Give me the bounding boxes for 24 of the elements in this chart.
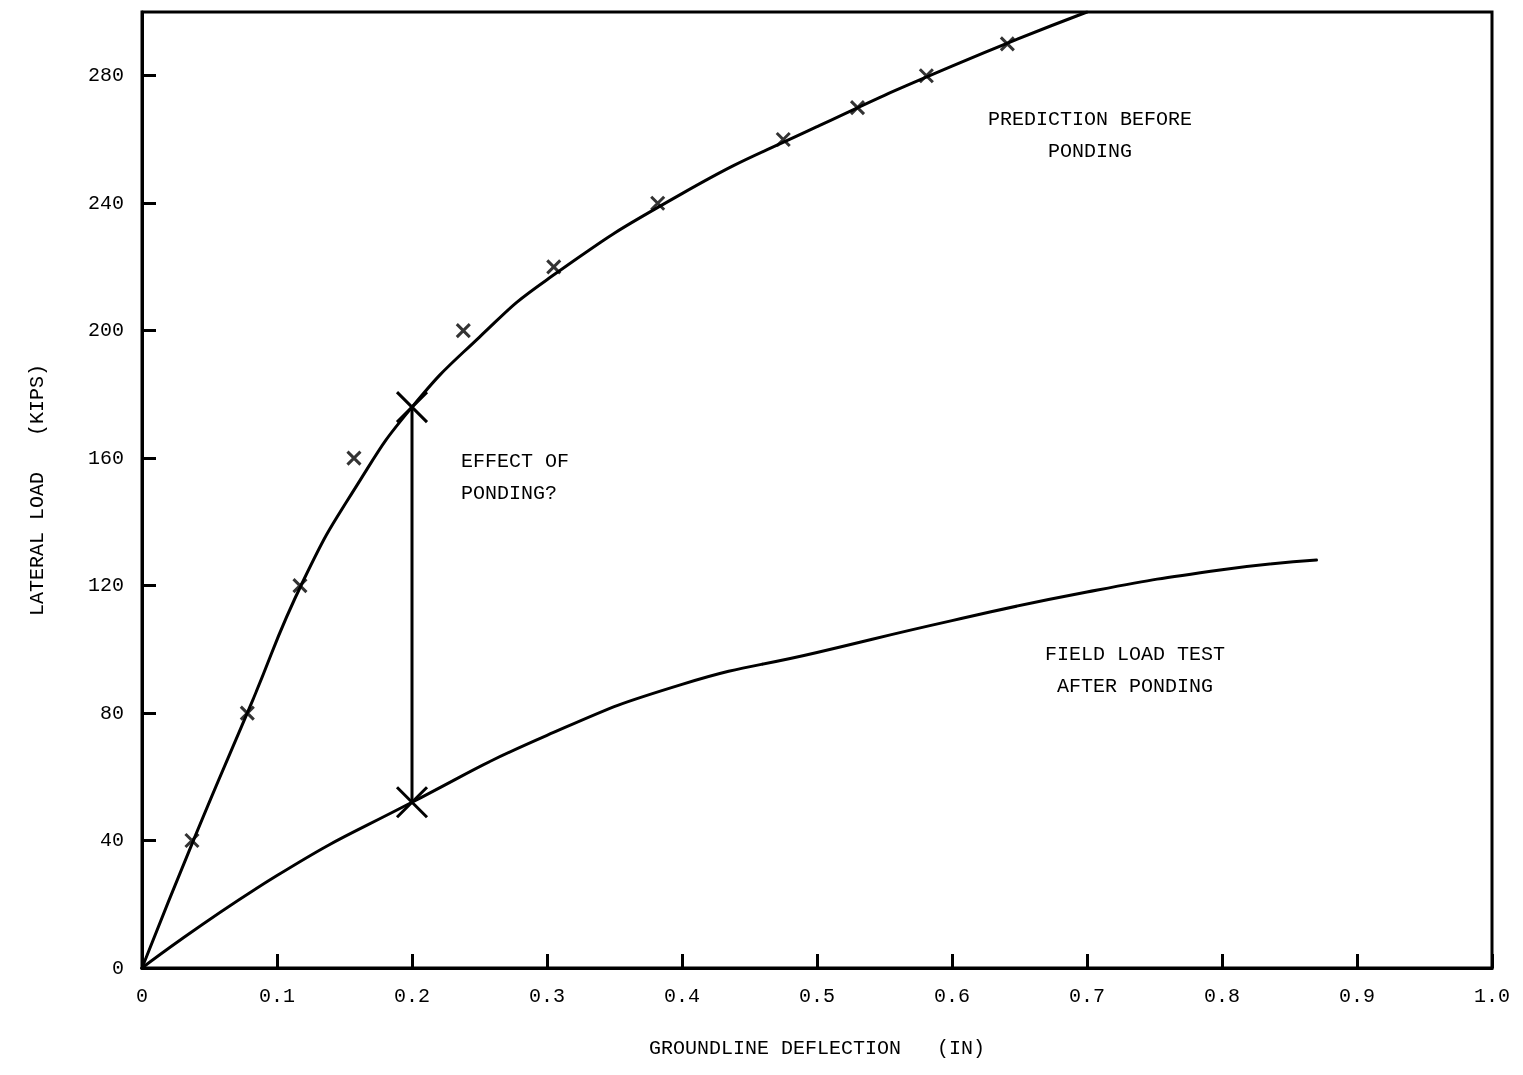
x-tick-label: 0 [135, 984, 149, 1008]
x-tick-label: 0.2 [393, 984, 431, 1008]
x-tick-label: 0.4 [663, 984, 701, 1008]
annotation: EFFECT OF PONDING? [461, 449, 570, 505]
x-tick-label: 0.1 [258, 984, 296, 1008]
x-tick-label: 0.9 [1338, 984, 1376, 1008]
y-tick-label: 80 [99, 701, 124, 725]
x-tick-label: 1.0 [1473, 984, 1511, 1008]
y-tick-label: 0 [111, 956, 124, 980]
y-tick-label: 280 [87, 64, 124, 88]
x-tick-label: 0.5 [798, 984, 836, 1008]
x-axis-title: GROUNDLINE DEFLECTION (IN) [648, 1036, 986, 1060]
annotation: FIELD LOAD TEST AFTER PONDING [1044, 642, 1226, 698]
y-tick-label: 120 [87, 574, 124, 598]
annotation: PREDICTION BEFORE PONDING [987, 107, 1193, 163]
y-axis-title: LATERAL LOAD (KIPS) [25, 363, 49, 617]
x-tick-label: 0.3 [528, 984, 566, 1008]
y-tick-label: 200 [87, 319, 124, 343]
x-tick-label: 0.6 [933, 984, 971, 1008]
x-tick-label: 0.8 [1203, 984, 1241, 1008]
y-tick-label: 160 [87, 446, 124, 470]
x-tick-label: 0.7 [1068, 984, 1106, 1008]
y-tick-label: 40 [99, 829, 124, 853]
y-tick-label: 240 [87, 191, 124, 215]
